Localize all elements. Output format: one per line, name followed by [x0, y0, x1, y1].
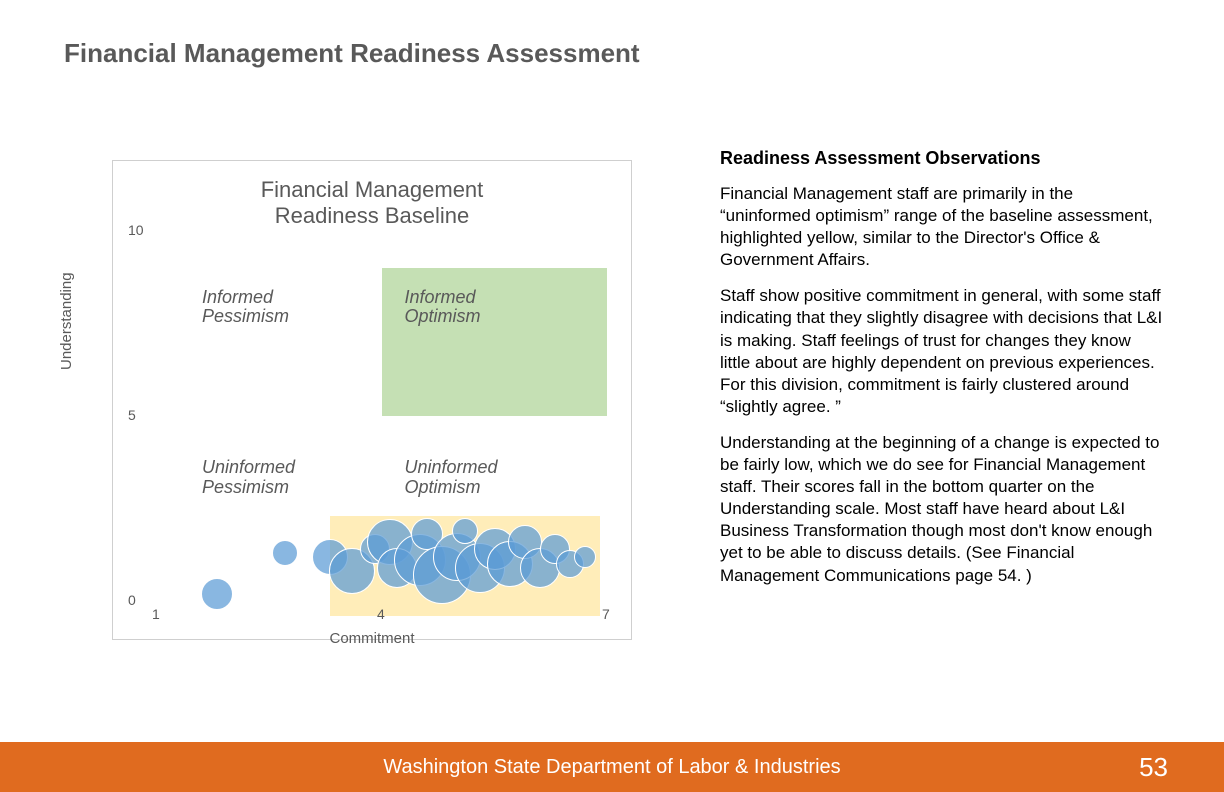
- footer-bar: Washington State Department of Labor & I…: [0, 742, 1224, 792]
- observations-column: Readiness Assessment Observations Financ…: [720, 148, 1165, 601]
- quadrant-label: InformedPessimism: [202, 288, 289, 328]
- chart-title: Financial Management Readiness Baseline: [113, 177, 631, 229]
- y-tick-label: 5: [128, 407, 136, 423]
- data-bubble: [574, 546, 596, 568]
- page-number: 53: [1139, 752, 1168, 783]
- footer-org: Washington State Department of Labor & I…: [383, 756, 840, 779]
- plot-area: InformedPessimism InformedOptimism Uninfor…: [157, 231, 607, 601]
- x-tick-label: 4: [377, 606, 385, 622]
- quadrant-label: UninformedPessimism: [202, 458, 295, 498]
- data-bubble: [452, 518, 478, 544]
- y-axis-label: Understanding: [58, 272, 75, 370]
- observations-p2: Staff show positive commitment in genera…: [720, 285, 1165, 418]
- readiness-chart: Understanding Financial Management Readi…: [72, 140, 642, 680]
- quadrant-label: UninformedOptimism: [405, 458, 498, 498]
- x-tick-label: 7: [602, 606, 610, 622]
- chart-frame: Financial Management Readiness Baseline …: [112, 160, 632, 640]
- y-tick-label: 0: [128, 592, 136, 608]
- chart-title-line1: Financial Management: [261, 177, 484, 202]
- data-bubble: [272, 540, 298, 566]
- observations-heading: Readiness Assessment Observations: [720, 148, 1165, 169]
- observations-p1: Financial Management staff are primarily…: [720, 183, 1165, 271]
- x-tick-label: 1: [152, 606, 160, 622]
- chart-title-line2: Readiness Baseline: [275, 203, 469, 228]
- x-axis-label: Commitment: [113, 630, 631, 647]
- slide-title: Financial Management Readiness Assessmen…: [64, 38, 640, 69]
- quadrant-label: InformedOptimism: [405, 288, 481, 328]
- y-tick-label: 10: [128, 222, 144, 238]
- observations-p3: Understanding at the beginning of a chan…: [720, 432, 1165, 587]
- data-bubble: [201, 578, 233, 610]
